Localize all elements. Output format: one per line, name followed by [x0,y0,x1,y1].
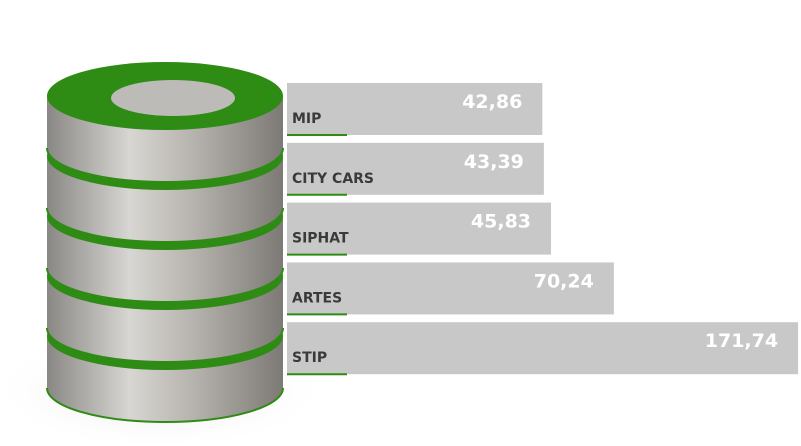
category-label: MIP [292,111,321,127]
value-label: 42,86 [462,91,522,113]
category-label: ARTES [292,290,342,306]
category-label: STIP [292,350,327,366]
ring-hole [111,80,235,116]
category-label: SIPHAT [292,231,349,247]
chart: MIP 42,86 CITY CARS 43,39 SIPHAT 45,83 ARTES 70… [0,0,801,446]
value-label: 70,24 [534,270,594,292]
ring-stack [47,62,283,422]
value-label: 171,74 [705,330,778,352]
category-label: CITY CARS [292,171,374,187]
value-label: 43,39 [464,151,524,173]
bars: MIP 42,86 CITY CARS 43,39 SIPHAT 45,83 ARTES 70… [287,83,798,374]
value-label: 45,83 [471,211,531,233]
